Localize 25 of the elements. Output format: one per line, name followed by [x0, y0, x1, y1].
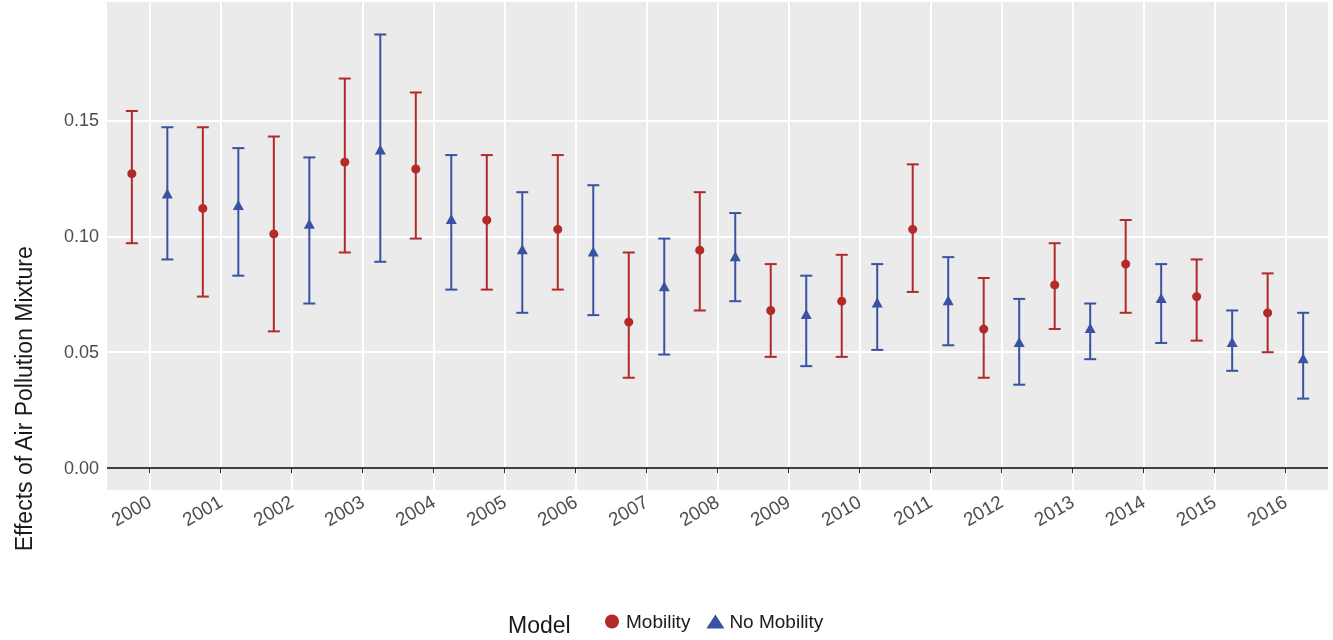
x-tick-label: 2000	[107, 490, 155, 531]
legend-title: Model	[508, 611, 571, 638]
x-tick-label: 2002	[249, 490, 297, 531]
x-tick-label: 2013	[1030, 490, 1078, 531]
x-tick-label: 2011	[889, 490, 936, 530]
x-tick-label: 2004	[391, 490, 439, 531]
y-tick-label: 0.15	[63, 110, 99, 131]
x-tick-label: 2010	[817, 490, 865, 531]
x-tick-label: 2003	[320, 490, 368, 531]
x-tick-label: 2007	[604, 490, 652, 531]
x-tick-label: 2008	[675, 490, 723, 531]
x-tick-label: 2006	[533, 490, 581, 531]
x-tick-label: 2014	[1101, 490, 1149, 531]
x-tick-label: 2001	[178, 490, 226, 531]
y-tick-label: 0.05	[63, 342, 99, 363]
y-axis-title: Effects of Air Pollution Mixture	[10, 246, 37, 552]
y-tick-label: 0.00	[63, 458, 99, 479]
x-tick-label: 2016	[1243, 490, 1291, 531]
legend-label: Mobility	[626, 611, 691, 632]
x-tick-label: 2015	[1172, 490, 1220, 531]
x-tick-label: 2005	[462, 490, 510, 531]
y-tick-label: 0.10	[63, 226, 99, 247]
x-tick-label: 2009	[746, 490, 794, 531]
x-tick-label: 2012	[959, 490, 1007, 531]
legend-label: No Mobility	[729, 611, 824, 632]
